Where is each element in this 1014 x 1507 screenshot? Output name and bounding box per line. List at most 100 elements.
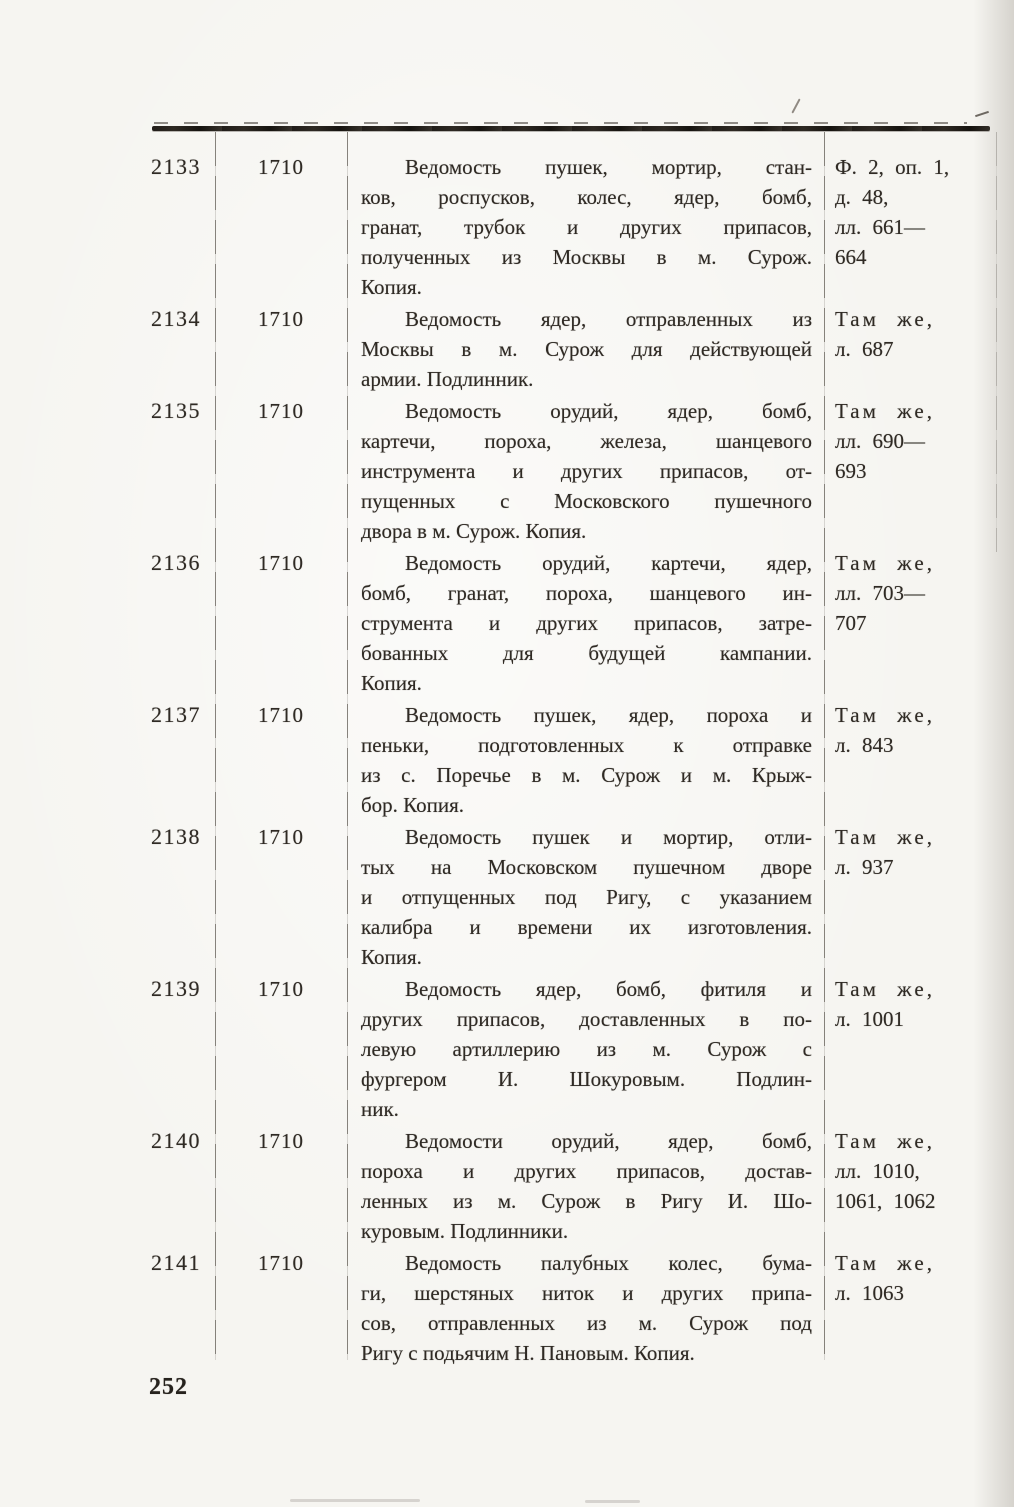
- entry-reference-cell: Там же, л. 1001: [824, 974, 998, 1124]
- description-line: куровым. Подлинники.: [361, 1219, 569, 1243]
- description-line: Ведомость палубных колес, бума-: [405, 1251, 812, 1275]
- entry-number-cell: 2133: [151, 154, 201, 179]
- entry-year-cell: 1710: [258, 703, 304, 727]
- description-line: пущенных с Московского пушечного: [361, 489, 812, 513]
- entry-description-cell: Ведомость орудий, ядер, бомб, картечи, по…: [347, 396, 824, 546]
- entry-number-cell: 2135: [151, 398, 201, 423]
- reference-line: Там же,: [835, 1129, 935, 1153]
- reference-line: лл. 1010,: [835, 1159, 920, 1183]
- scan-mark: [975, 110, 989, 118]
- description-line: тых на Московском пушечном дворе: [361, 855, 812, 879]
- description-line: Москвы в м. Сурож для действующей: [361, 337, 812, 361]
- description-line: других припасов, доставленных в по-: [361, 1007, 812, 1031]
- description-line: и отпущенных под Ригу, с указанием: [361, 885, 812, 909]
- reference-line: Там же,: [835, 703, 935, 727]
- entry-year-cell: 1710: [258, 1251, 304, 1275]
- page-number: 252: [149, 1374, 188, 1400]
- entry-number-cell: 2134: [151, 306, 201, 331]
- scan-smudge: [585, 1500, 640, 1503]
- description-line: гранат, трубок и других припасов,: [361, 215, 812, 239]
- entry-year-cell: 1710: [258, 1129, 304, 1153]
- description-line: левую артиллерию из м. Сурож с: [361, 1037, 812, 1061]
- description-line: двора в м. Сурож. Копия.: [361, 519, 587, 543]
- entry-year-cell: 1710: [258, 977, 304, 1001]
- entry-year-cell: 1710: [258, 155, 304, 179]
- entry-number-cell: 2139: [151, 976, 201, 1001]
- description-line: Ведомость пушек и мортир, отли-: [405, 825, 812, 849]
- description-line: из с. Поречье в м. Сурож и м. Крыж-: [361, 763, 812, 787]
- entry-description-cell: Ведомость ядер, отправленных из Москвы в …: [347, 304, 824, 394]
- entry-year-cell: 1710: [258, 307, 304, 331]
- reference-line: Там же,: [835, 825, 935, 849]
- description-line: бор. Копия.: [361, 793, 465, 817]
- reference-line: лл. 690—: [835, 429, 925, 453]
- description-line: армии. Подлинник.: [361, 367, 534, 391]
- entry-reference-cell: Там же, лл. 703— 707: [824, 548, 998, 698]
- description-line: Ведомости орудий, ядер, бомб,: [405, 1129, 812, 1153]
- entry-description-cell: Ведомость ядер, бомб, фитиля и других при…: [347, 974, 824, 1124]
- entry-number-cell: 2137: [151, 702, 201, 727]
- description-line: Копия.: [361, 275, 422, 299]
- reference-line: Там же,: [835, 399, 935, 423]
- reference-line: д. 48,: [835, 185, 889, 209]
- entry-number-cell: 2136: [151, 550, 201, 575]
- reference-line: 693: [835, 459, 867, 483]
- description-line: бованных для будущей кампании.: [361, 641, 812, 665]
- entry-reference-cell: Там же, л. 843: [824, 700, 998, 820]
- entry-number-cell: 2140: [151, 1128, 201, 1153]
- entry-reference-cell: Там же, л. 1063: [824, 1248, 998, 1368]
- entry-number-cell: 2141: [151, 1250, 201, 1275]
- description-line: струмента и других припасов, затре-: [361, 611, 812, 635]
- reference-line: л. 937: [835, 855, 894, 879]
- column-divider: [824, 132, 825, 1360]
- entry-description-cell: Ведомости орудий, ядер, бомб, пороха и др…: [347, 1126, 824, 1246]
- reference-line: Там же,: [835, 977, 935, 1001]
- table-row: 2141 1710 Ведомость палубных колес, бума…: [150, 1248, 998, 1368]
- column-divider: [347, 132, 348, 1360]
- entry-description-cell: Ведомость пушек и мортир, отли-тых на Мо…: [347, 822, 824, 972]
- description-line: пеньки, подготовленных к отправке: [361, 733, 812, 757]
- entry-year-cell: 1710: [258, 825, 304, 849]
- table-row: 2136 1710 Ведомость орудий, картечи, яде…: [150, 548, 998, 698]
- entry-description-cell: Ведомость орудий, картечи, ядер, бомб, гр…: [347, 548, 824, 698]
- table-top-rule: [152, 122, 990, 131]
- scan-smudge: [290, 1499, 420, 1502]
- entry-description-cell: Ведомость пушек, мортир, стан-ков, роспу…: [347, 152, 824, 302]
- entry-reference-cell: Там же, л. 687: [824, 304, 998, 394]
- entry-description-cell: Ведомость палубных колес, бума-ги, шерст…: [347, 1248, 824, 1368]
- description-line: сов, отправленных из м. Сурож под: [361, 1311, 812, 1335]
- reference-line: лл. 703—: [835, 581, 925, 605]
- table-row: 2133 1710 Ведомость пушек, мортир, стан-…: [150, 152, 998, 302]
- reference-line: 707: [835, 611, 867, 635]
- entry-year-cell: 1710: [258, 399, 304, 423]
- table-row: 2138 1710 Ведомость пушек и мортир, отли…: [150, 822, 998, 972]
- table-row: 2140 1710 Ведомости орудий, ядер, бомб, п…: [150, 1126, 998, 1246]
- entry-number-cell: 2138: [151, 824, 201, 849]
- table-row: 2137 1710 Ведомость пушек, ядер, пороха …: [150, 700, 998, 820]
- table-row: 2135 1710 Ведомость орудий, ядер, бомб, к…: [150, 396, 998, 546]
- archive-inventory-table: 2133 1710 Ведомость пушек, мортир, стан-…: [150, 132, 998, 1370]
- entry-reference-cell: Там же, лл. 690— 693: [824, 396, 998, 546]
- reference-line: л. 1063: [835, 1281, 904, 1305]
- description-line: Копия.: [361, 671, 422, 695]
- description-line: Ведомость пушек, мортир, стан-: [405, 155, 812, 179]
- table-row: 2134 1710 Ведомость ядер, отправленных и…: [150, 304, 998, 394]
- entry-reference-cell: Ф. 2, оп. 1, д. 48, лл. 661— 664: [824, 152, 998, 302]
- reference-line: л. 843: [835, 733, 894, 757]
- reference-line: Ф. 2, оп. 1,: [835, 155, 950, 179]
- entry-reference-cell: Там же, л. 937: [824, 822, 998, 972]
- entry-description-cell: Ведомость пушек, ядер, пороха и пеньки, п…: [347, 700, 824, 820]
- description-line: Ригу с подьячим Н. Пановым. Копия.: [361, 1341, 695, 1365]
- description-line: ги, шерстяных ниток и других припа-: [361, 1281, 812, 1305]
- reference-line: л. 687: [835, 337, 894, 361]
- column-divider: [215, 132, 216, 1360]
- column-divider: [996, 132, 997, 552]
- description-line: Копия.: [361, 945, 422, 969]
- description-line: картечи, пороха, железа, шанцевого: [361, 429, 812, 453]
- scan-mark: [791, 98, 801, 114]
- description-line: ник.: [361, 1097, 399, 1121]
- description-line: пороха и других припасов, достав-: [361, 1159, 812, 1183]
- reference-line: Там же,: [835, 307, 935, 331]
- description-line: Ведомость ядер, отправленных из: [405, 307, 812, 331]
